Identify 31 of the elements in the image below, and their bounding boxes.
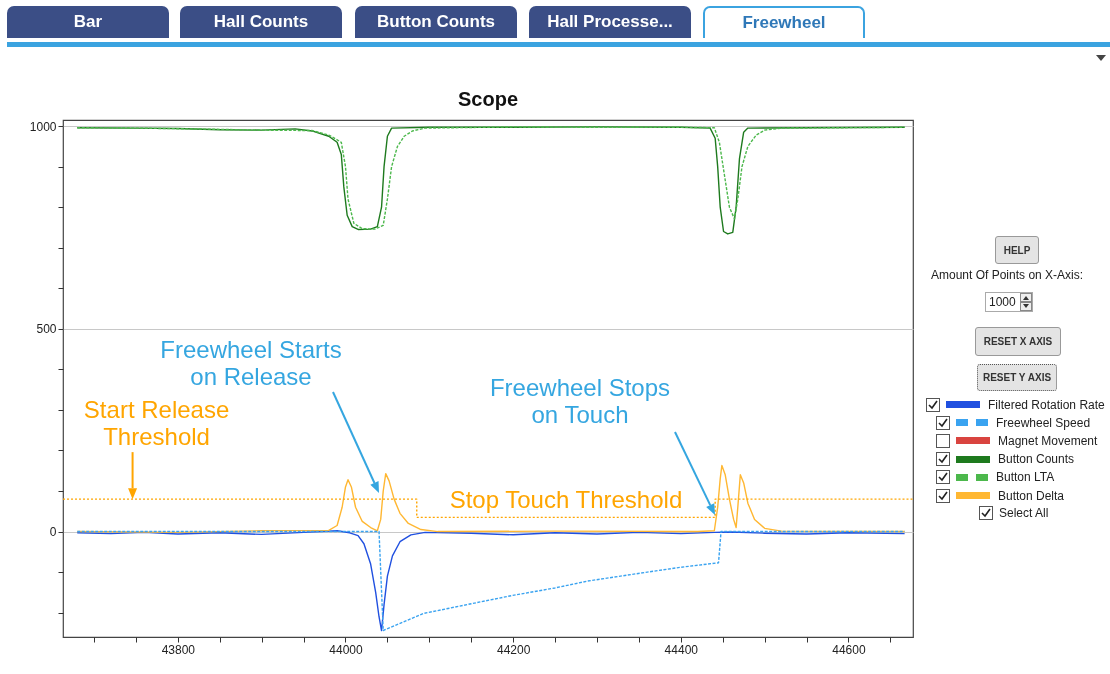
tab: Freewheel <box>703 6 865 38</box>
reset-y-button: RESET Y AXIS <box>977 364 1057 391</box>
x-tick-label: 44200 <box>496 642 531 657</box>
tab: Bar <box>7 6 169 38</box>
line-series <box>76 530 906 632</box>
text: Amount Of Points on X-Axis: <box>931 268 1084 282</box>
legend-label: Button Delta <box>998 488 1065 503</box>
number-field: 1000 <box>985 292 1033 312</box>
legend-label: Filtered Rotation Rate <box>988 397 1105 412</box>
y-tick-label: 0 <box>49 525 57 540</box>
annotation: Freewheel Starts on Release <box>159 336 343 390</box>
annotation: Freewheel Stops on Touch <box>488 374 672 428</box>
x-tick-label: 44400 <box>664 642 699 657</box>
tab: Button Counts <box>355 6 517 38</box>
y-tick-label: 500 <box>36 322 57 337</box>
y-tick-label: 1000 <box>29 119 57 134</box>
tab: Hall Processe... <box>529 6 691 38</box>
legend-label: Button LTA <box>996 470 1055 485</box>
reset-x-button: RESET X AXIS <box>975 327 1061 356</box>
chart-title: Scope <box>457 88 519 110</box>
x-tick-label: 43800 <box>161 642 196 657</box>
legend-label: Button Counts <box>998 452 1075 467</box>
annotation: Stop Touch Threshold <box>448 486 684 514</box>
x-tick-label: 44600 <box>832 642 866 657</box>
x-tick-label: 44000 <box>329 642 363 657</box>
annotation: Start Release Threshold <box>82 396 231 451</box>
tab: Hall Counts <box>180 6 342 38</box>
legend-label: Magnet Movement <box>998 433 1098 448</box>
text: Select All <box>999 505 1049 520</box>
help-button: HELP <box>995 236 1039 264</box>
legend-label: Freewheel Speed <box>996 415 1091 430</box>
